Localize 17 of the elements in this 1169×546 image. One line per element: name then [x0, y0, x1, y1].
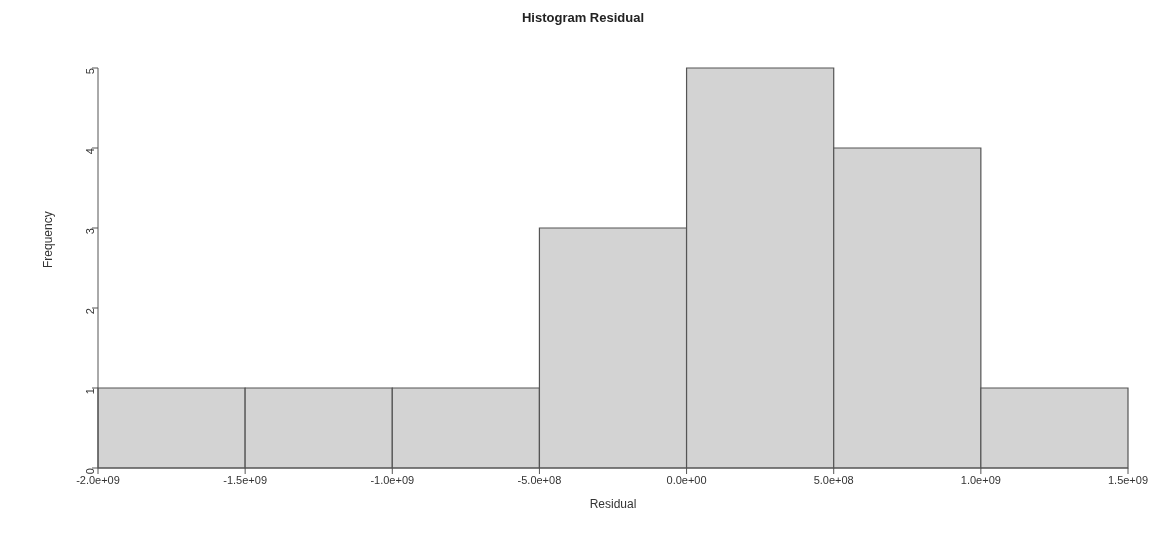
y-tick-label: 3 [83, 228, 96, 235]
y-axis-title: Frequency [41, 211, 56, 268]
x-tick-label: -1.5e+09 [223, 473, 268, 486]
x-tick-label: -2.0e+09 [76, 473, 120, 486]
x-tick-label: -5.0e+08 [517, 473, 562, 486]
x-tick-label: 0.0e+00 [666, 473, 707, 486]
y-tick-label: 1 [83, 388, 96, 395]
y-tick-label: 2 [83, 308, 96, 315]
chart-title: Histogram Residual [520, 10, 646, 25]
x-tick-label: -1.0e+09 [370, 473, 415, 486]
x-tick-label: 5.0e+08 [813, 473, 854, 486]
x-tick-label: 1.0e+09 [960, 473, 1001, 486]
y-tick-label: 0 [83, 468, 96, 475]
x-axis-title: Residual [589, 497, 637, 511]
y-tick-label: 5 [83, 68, 96, 75]
y-tick-label: 4 [83, 148, 96, 155]
x-tick-label: 1.5e+09 [1107, 473, 1149, 486]
